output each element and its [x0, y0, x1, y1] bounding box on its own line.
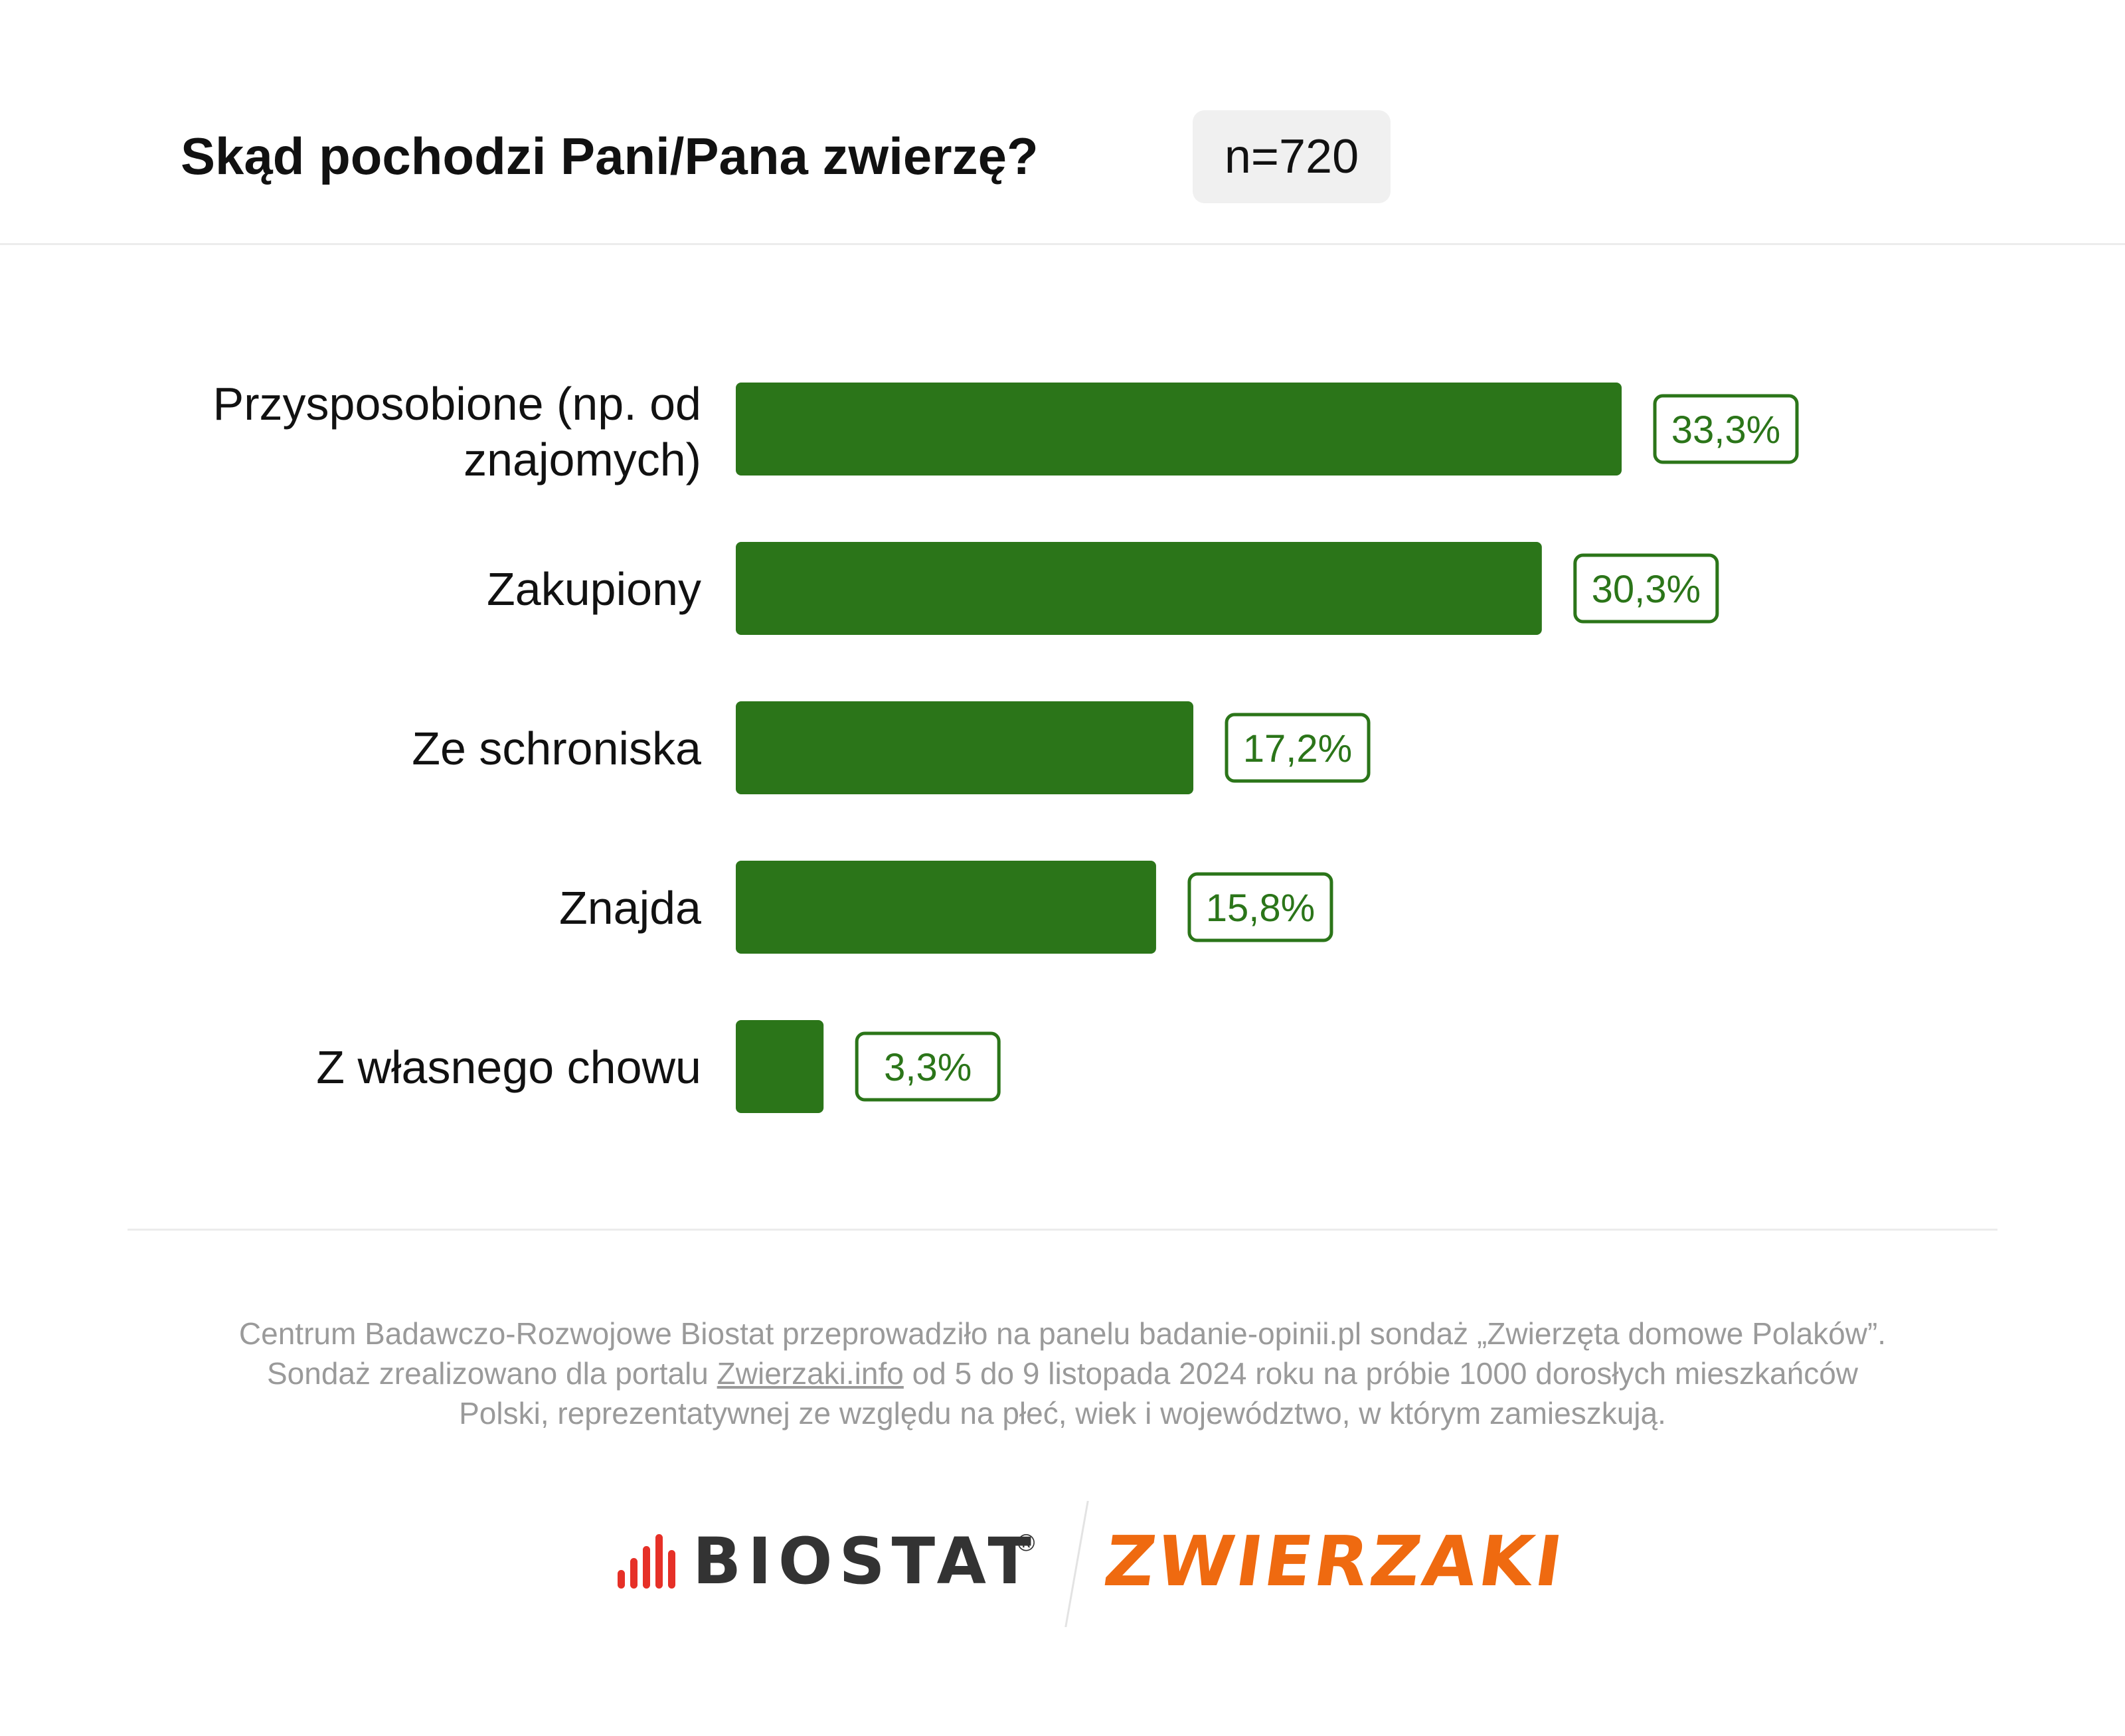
biostat-wordmark: BIOSTAT [693, 1524, 1038, 1599]
footer-divider [128, 1229, 1998, 1231]
zwierzaki-link[interactable]: Zwierzaki.info [717, 1356, 904, 1391]
value-label: 15,8% [1206, 887, 1315, 930]
category-label: Z własnego chowu [316, 1041, 701, 1093]
value-label: 3,3% [884, 1046, 972, 1089]
methodology-line-2-start: Sondaż zrealizowano dla portalu [267, 1356, 717, 1391]
value-label-box [855, 1031, 1001, 1102]
methodology-note: Centrum Badawczo-Rozwojowe Biostat przep… [106, 1314, 2019, 1433]
zwierzaki-logo: ZWIERZAKI [1099, 1521, 1570, 1602]
value-label-box [1653, 394, 1799, 464]
bar [736, 542, 1542, 635]
category-label: Przysposobione (np. od znajomych) [213, 378, 701, 485]
bar [736, 1020, 824, 1113]
biostat-bars-icon [618, 1534, 675, 1589]
header: Skąd pochodzi Pani/Pana zwierzę? n=720 [0, 0, 2125, 245]
value-label-box [1187, 872, 1333, 942]
value-label: 30,3% [1592, 568, 1701, 611]
bar-chart: Przysposobione (np. od znajomych) 33,3% Zak… [213, 378, 1799, 1113]
methodology-line-1: Centrum Badawczo-Rozwojowe Biostat przep… [238, 1316, 1887, 1351]
chart-title: Skąd pochodzi Pani/Pana zwierzę? [181, 127, 1039, 185]
category-label: Ze schroniska [412, 723, 701, 774]
registered-mark: ® [1017, 1529, 1035, 1556]
sample-size-badge: n=720 [1193, 110, 1391, 203]
methodology-line-2-end: od 5 do 9 listopada 2024 roku na próbie … [903, 1356, 1858, 1391]
methodology-line-2: Sondaż zrealizowano dla portalu Zwierzak… [106, 1353, 2019, 1393]
biostat-logo: BIOSTAT [618, 1524, 1038, 1599]
value-label-box [1573, 553, 1719, 624]
logo-bar: BIOSTAT ® ZWIERZAKI [0, 1501, 2125, 1634]
logo-separator [1064, 1501, 1089, 1627]
methodology-line-3: Polski, reprezentatywnej ze względu na p… [459, 1396, 1666, 1431]
bar [736, 861, 1156, 954]
bar [736, 701, 1194, 794]
category-label: Zakupiony [487, 563, 701, 615]
category-label: Znajda [559, 882, 701, 934]
value-label: 17,2% [1243, 727, 1352, 770]
value-label: 33,3% [1671, 408, 1780, 452]
value-label-box [1225, 713, 1371, 783]
bar [736, 383, 1622, 476]
